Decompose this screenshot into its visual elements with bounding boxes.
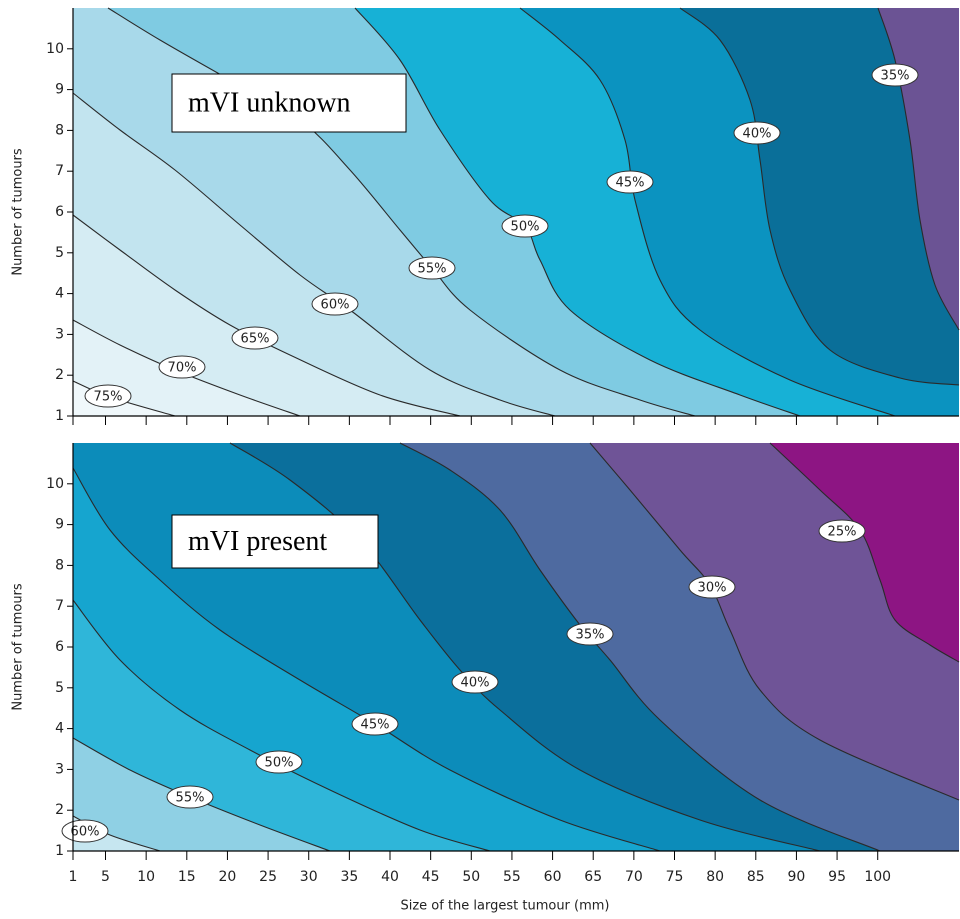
contour-label-bg [606, 170, 654, 194]
contour-label-bg [501, 214, 549, 238]
contour-label: 70% [168, 361, 197, 376]
x-tick-label: 15 [178, 869, 196, 885]
contour-label: 25% [828, 525, 857, 540]
contour-band [73, 738, 330, 851]
y-axis-label: Number of tumours [11, 148, 26, 276]
contour-label-bg [451, 670, 499, 694]
contour-label-bg [871, 63, 919, 87]
contour-label: 35% [576, 628, 605, 643]
x-tick-label: 25 [259, 869, 277, 885]
y-tick-label: 8 [55, 557, 64, 573]
y-tick-label: 3 [55, 761, 64, 777]
contour-label-bg [84, 384, 132, 408]
contour-label: 40% [743, 127, 772, 142]
x-axis-label: Size of the largest tumour (mm) [400, 899, 609, 914]
panel-label-box [171, 73, 407, 133]
contour-label-bg [818, 519, 866, 543]
contour-line [519, 7, 896, 417]
x-tick-label: 60 [544, 869, 562, 885]
contour-line [769, 442, 960, 663]
y-tick-label: 8 [55, 122, 64, 138]
contour-line [72, 214, 461, 417]
contour-label: 50% [511, 220, 540, 235]
y-tick-label: 2 [55, 802, 64, 818]
x-tick-label: 10 [137, 869, 155, 885]
x-tick-label: 65 [584, 869, 602, 885]
contour-line [679, 7, 960, 386]
y-tick-label: 7 [55, 598, 64, 614]
y-tick-label: 9 [55, 517, 64, 533]
contour-label: 30% [698, 581, 727, 596]
y-tick-label: 4 [55, 286, 64, 302]
contour-label: 40% [461, 676, 490, 691]
y-tick-label: 6 [55, 204, 64, 220]
x-tick-label: 50 [462, 869, 480, 885]
contour-line [72, 599, 491, 852]
y-tick-label: 2 [55, 367, 64, 383]
contour-label-bg [408, 256, 456, 280]
contour-label: 50% [265, 756, 294, 771]
y-tick-label: 1 [55, 408, 64, 424]
contour-label: 45% [361, 718, 390, 733]
x-tick-label: 95 [828, 869, 846, 885]
contour-label: 55% [176, 791, 205, 806]
contour-line [354, 7, 801, 417]
contour-line [107, 7, 696, 417]
x-tick-label: 40 [381, 869, 399, 885]
y-tick-label: 4 [55, 721, 64, 737]
y-tick-label: 6 [55, 639, 64, 655]
x-tick-label: 35 [340, 869, 358, 885]
x-tick-label: 90 [788, 869, 806, 885]
y-tick-label: 5 [55, 680, 64, 696]
contour-label-bg [688, 575, 736, 599]
contour-label: 65% [241, 332, 270, 347]
y-tick-label: 1 [55, 843, 64, 859]
contour-line [72, 92, 556, 417]
y-tick-label: 3 [55, 326, 64, 342]
panel-label: mVI unknown [188, 87, 351, 118]
contour-band [73, 381, 175, 416]
y-tick-label: 9 [55, 82, 64, 98]
x-tick-label: 1 [69, 869, 78, 885]
contour-line [72, 467, 661, 852]
contour-label: 75% [94, 390, 123, 405]
contour-label: 60% [71, 825, 100, 840]
y-tick-label: 10 [46, 41, 64, 57]
x-tick-label: 80 [706, 869, 724, 885]
contour-line [877, 7, 960, 331]
contour-label: 45% [616, 176, 645, 191]
contour-label: 35% [881, 69, 910, 84]
panel-label-box [171, 514, 379, 569]
contour-label-bg [166, 785, 214, 809]
y-tick-label: 10 [46, 476, 64, 492]
x-tick-label: 85 [747, 869, 765, 885]
contour-label-bg [351, 712, 399, 736]
contour-line [589, 442, 960, 801]
contour-label: 60% [321, 298, 350, 313]
contour-label: 55% [418, 262, 447, 277]
x-tick-label: 55 [503, 869, 521, 885]
y-axis-label: Number of tumours [11, 583, 26, 711]
panel-label: mVI present [188, 526, 327, 557]
x-tick-label: 100 [864, 869, 891, 885]
y-tick-label: 5 [55, 245, 64, 261]
contour-band [73, 816, 160, 851]
contour-label-bg [255, 750, 303, 774]
contour-label-bg [231, 326, 279, 350]
contour-label-bg [311, 292, 359, 316]
contour-label-bg [733, 121, 781, 145]
x-tick-label: 75 [666, 869, 684, 885]
y-tick-label: 7 [55, 163, 64, 179]
x-tick-label: 45 [422, 869, 440, 885]
x-tick-label: 20 [219, 869, 237, 885]
contour-label-bg [566, 622, 614, 646]
x-tick-label: 30 [300, 869, 318, 885]
x-tick-label: 5 [101, 869, 110, 885]
contour-label-bg [158, 355, 206, 379]
x-tick-label: 70 [625, 869, 643, 885]
